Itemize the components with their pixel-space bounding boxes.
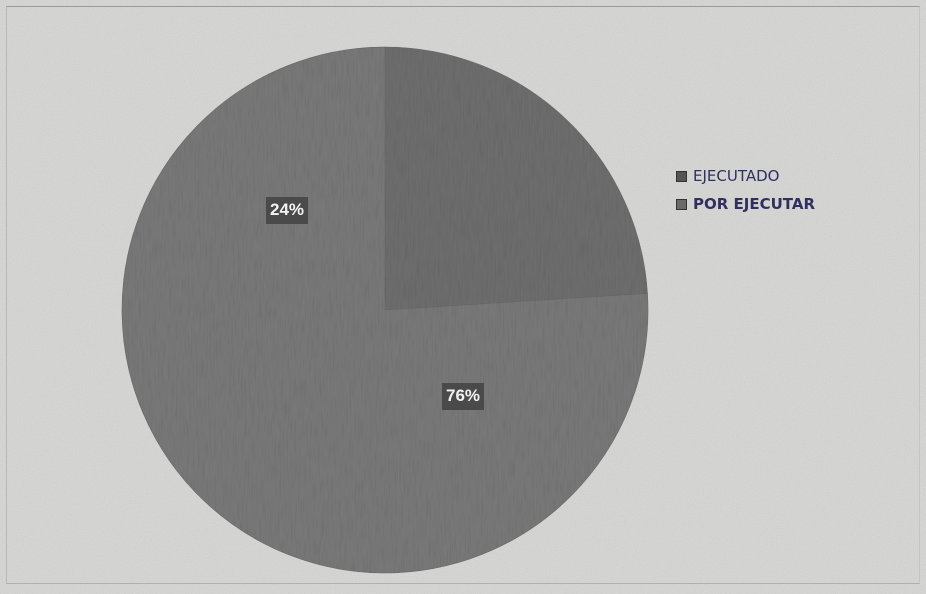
legend-item-ejecutado: EJECUTADO — [676, 162, 815, 190]
pie-slice-ejecutado — [385, 47, 647, 310]
legend-label-por-ejecutar: POR EJECUTAR — [693, 195, 815, 213]
legend-swatch-por-ejecutar — [676, 199, 687, 210]
data-label-por-ejecutar: 76% — [442, 383, 484, 410]
chart-legend: EJECUTADO POR EJECUTAR — [676, 162, 815, 218]
data-label-ejecutado: 24% — [266, 197, 308, 224]
legend-swatch-ejecutado — [676, 171, 687, 182]
legend-label-ejecutado: EJECUTADO — [693, 167, 779, 185]
legend-item-por-ejecutar: POR EJECUTAR — [676, 190, 815, 218]
